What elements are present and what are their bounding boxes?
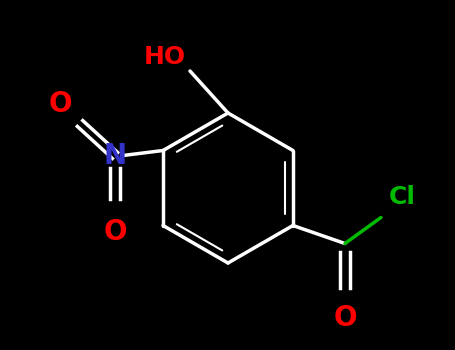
Text: O: O: [49, 90, 72, 118]
Text: HO: HO: [144, 45, 186, 69]
Text: N: N: [103, 141, 126, 169]
Text: O: O: [333, 303, 357, 331]
Text: Cl: Cl: [389, 186, 416, 210]
Text: O: O: [103, 218, 127, 246]
